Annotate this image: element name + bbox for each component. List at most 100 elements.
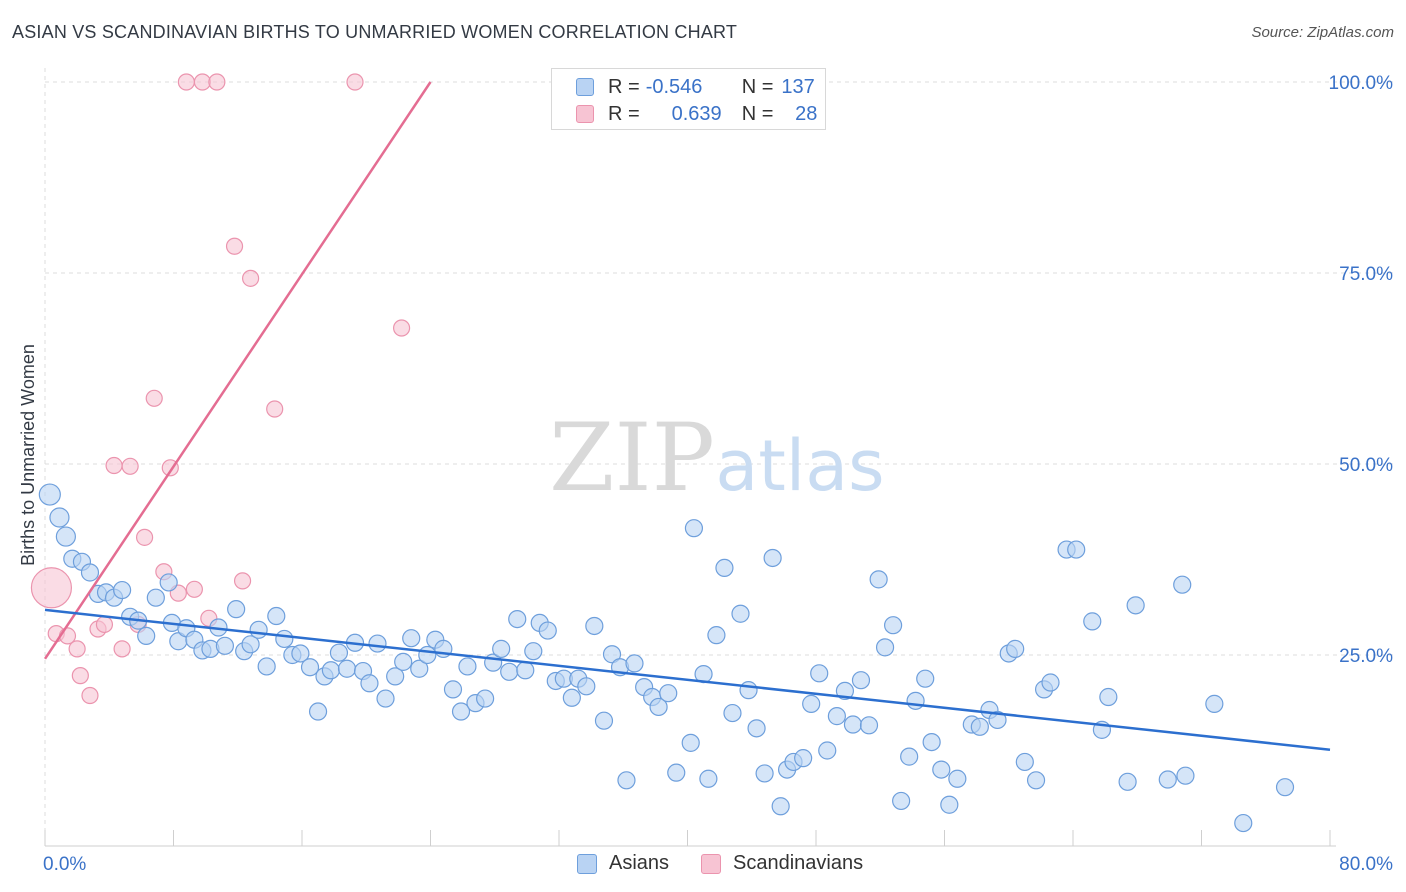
asians-point-0 [38, 483, 61, 506]
scandinavians-point-8 [105, 456, 123, 475]
asians-point-84 [715, 558, 734, 578]
asians-point-12 [137, 626, 156, 646]
asians-point-102 [859, 716, 879, 735]
chart-title: ASIAN VS SCANDINAVIAN BIRTHS TO UNMARRIE… [12, 22, 738, 42]
asians-point-51 [451, 702, 471, 721]
source-label: Source: ZipAtlas.com [1251, 24, 1394, 41]
asians-points [38, 483, 1295, 833]
asians-point-72 [617, 771, 636, 790]
asians-point-109 [916, 669, 935, 688]
asians-point-59 [516, 661, 535, 680]
asians-point-27 [257, 657, 276, 676]
asians-point-70 [602, 645, 622, 664]
asians-point-97 [818, 741, 837, 760]
asians-point-28 [267, 606, 286, 626]
asians-point-44 [394, 652, 413, 671]
asians-point-46 [410, 659, 429, 678]
x-tick-label-1: 80.0% [1339, 854, 1393, 875]
asians-point-135 [1234, 813, 1253, 833]
scandinavians-point-7 [95, 615, 114, 634]
asians-point-9 [112, 580, 132, 600]
asians-point-54 [476, 689, 495, 708]
asians-point-26 [249, 620, 268, 639]
asians-point-22 [215, 636, 234, 655]
trend-lines [43, 81, 1331, 751]
scandinavians-point-21 [208, 73, 226, 91]
asians-point-13 [146, 588, 165, 607]
asians-point-95 [802, 694, 821, 713]
asians-point-119 [1006, 639, 1025, 658]
asians-point-132 [1173, 575, 1192, 594]
asians-point-133 [1176, 766, 1195, 785]
asians-point-108 [906, 691, 925, 710]
asians-r-value: -0.546 [645, 75, 703, 98]
asians-point-104 [875, 638, 895, 657]
asians-point-134 [1205, 694, 1224, 713]
asians-point-112 [940, 795, 959, 814]
x-tick-label-0: 0.0% [43, 854, 86, 875]
asians-point-101 [851, 671, 871, 690]
scandinavians-point-25 [266, 400, 284, 418]
scandinavians-point-9 [113, 640, 131, 658]
asians-point-91 [771, 797, 790, 816]
tick-labels: 25.0% 50.0% 75.0% 100.0% 0.0% 80.0% [43, 73, 1393, 875]
asians-point-25 [241, 635, 260, 654]
asians-point-62 [538, 621, 557, 640]
asians-point-68 [585, 616, 604, 636]
axes [44, 68, 1336, 847]
asians-point-120 [1015, 752, 1034, 772]
scandinavians-point-12 [135, 528, 154, 546]
scandinavians-point-5 [81, 686, 99, 705]
scandinavians-point-23 [233, 572, 252, 590]
asians-point-60 [524, 642, 543, 661]
watermark-zip: ZIP [549, 404, 715, 513]
asians-point-65 [562, 688, 581, 707]
asians-point-85 [723, 703, 742, 723]
asians-point-89 [755, 764, 774, 783]
asians-point-5 [80, 563, 100, 582]
asians-point-40 [360, 674, 379, 693]
asians-point-100 [843, 715, 863, 734]
scandinavians-legend-label: Scandinavians [733, 852, 864, 874]
asians-point-69 [594, 711, 614, 730]
legend-row-scandinavians: R = 0.639 N = 28 [576, 102, 817, 126]
y-axis-label: Births to Unmarried Women [18, 344, 38, 566]
asians-point-1 [49, 507, 70, 528]
asians-point-33 [308, 702, 328, 721]
asians-point-128 [1099, 687, 1118, 707]
scandinavians-legend-swatch [701, 853, 721, 874]
asians-point-129 [1118, 772, 1137, 791]
asians-point-94 [794, 749, 813, 768]
asians-point-23 [227, 600, 246, 619]
asians-point-77 [659, 684, 678, 703]
asians-point-88 [747, 719, 766, 738]
asians-point-57 [500, 662, 519, 681]
asians-point-130 [1126, 596, 1145, 615]
asians-point-31 [291, 644, 310, 663]
asians-point-86 [731, 604, 750, 623]
asians-point-35 [321, 661, 341, 680]
asians-point-131 [1158, 770, 1177, 789]
asians-point-107 [900, 747, 919, 766]
scandinavians-n-value: 28 [795, 102, 818, 125]
asians-point-117 [988, 710, 1007, 730]
asians-point-41 [368, 634, 387, 653]
y-tick-label-1: 50.0% [1339, 455, 1393, 476]
asians-point-98 [827, 707, 846, 726]
asians-point-80 [684, 519, 704, 538]
asians-point-58 [508, 609, 527, 629]
scandinavians-swatch [576, 105, 594, 123]
asians-legend-label: Asians [609, 852, 670, 874]
scandinavians-point-24 [242, 269, 260, 287]
scandinavians-point-19 [193, 73, 212, 91]
asians-point-106 [892, 791, 911, 811]
asians-point-36 [329, 643, 349, 662]
y-tick-label-0: 25.0% [1339, 646, 1393, 667]
asians-point-50 [443, 680, 463, 699]
scandinavians-points [30, 73, 411, 705]
asians-point-32 [300, 658, 320, 677]
scandinavians-point-18 [185, 580, 203, 598]
scandinavians-point-27 [392, 319, 411, 337]
asians-point-123 [1041, 673, 1060, 692]
